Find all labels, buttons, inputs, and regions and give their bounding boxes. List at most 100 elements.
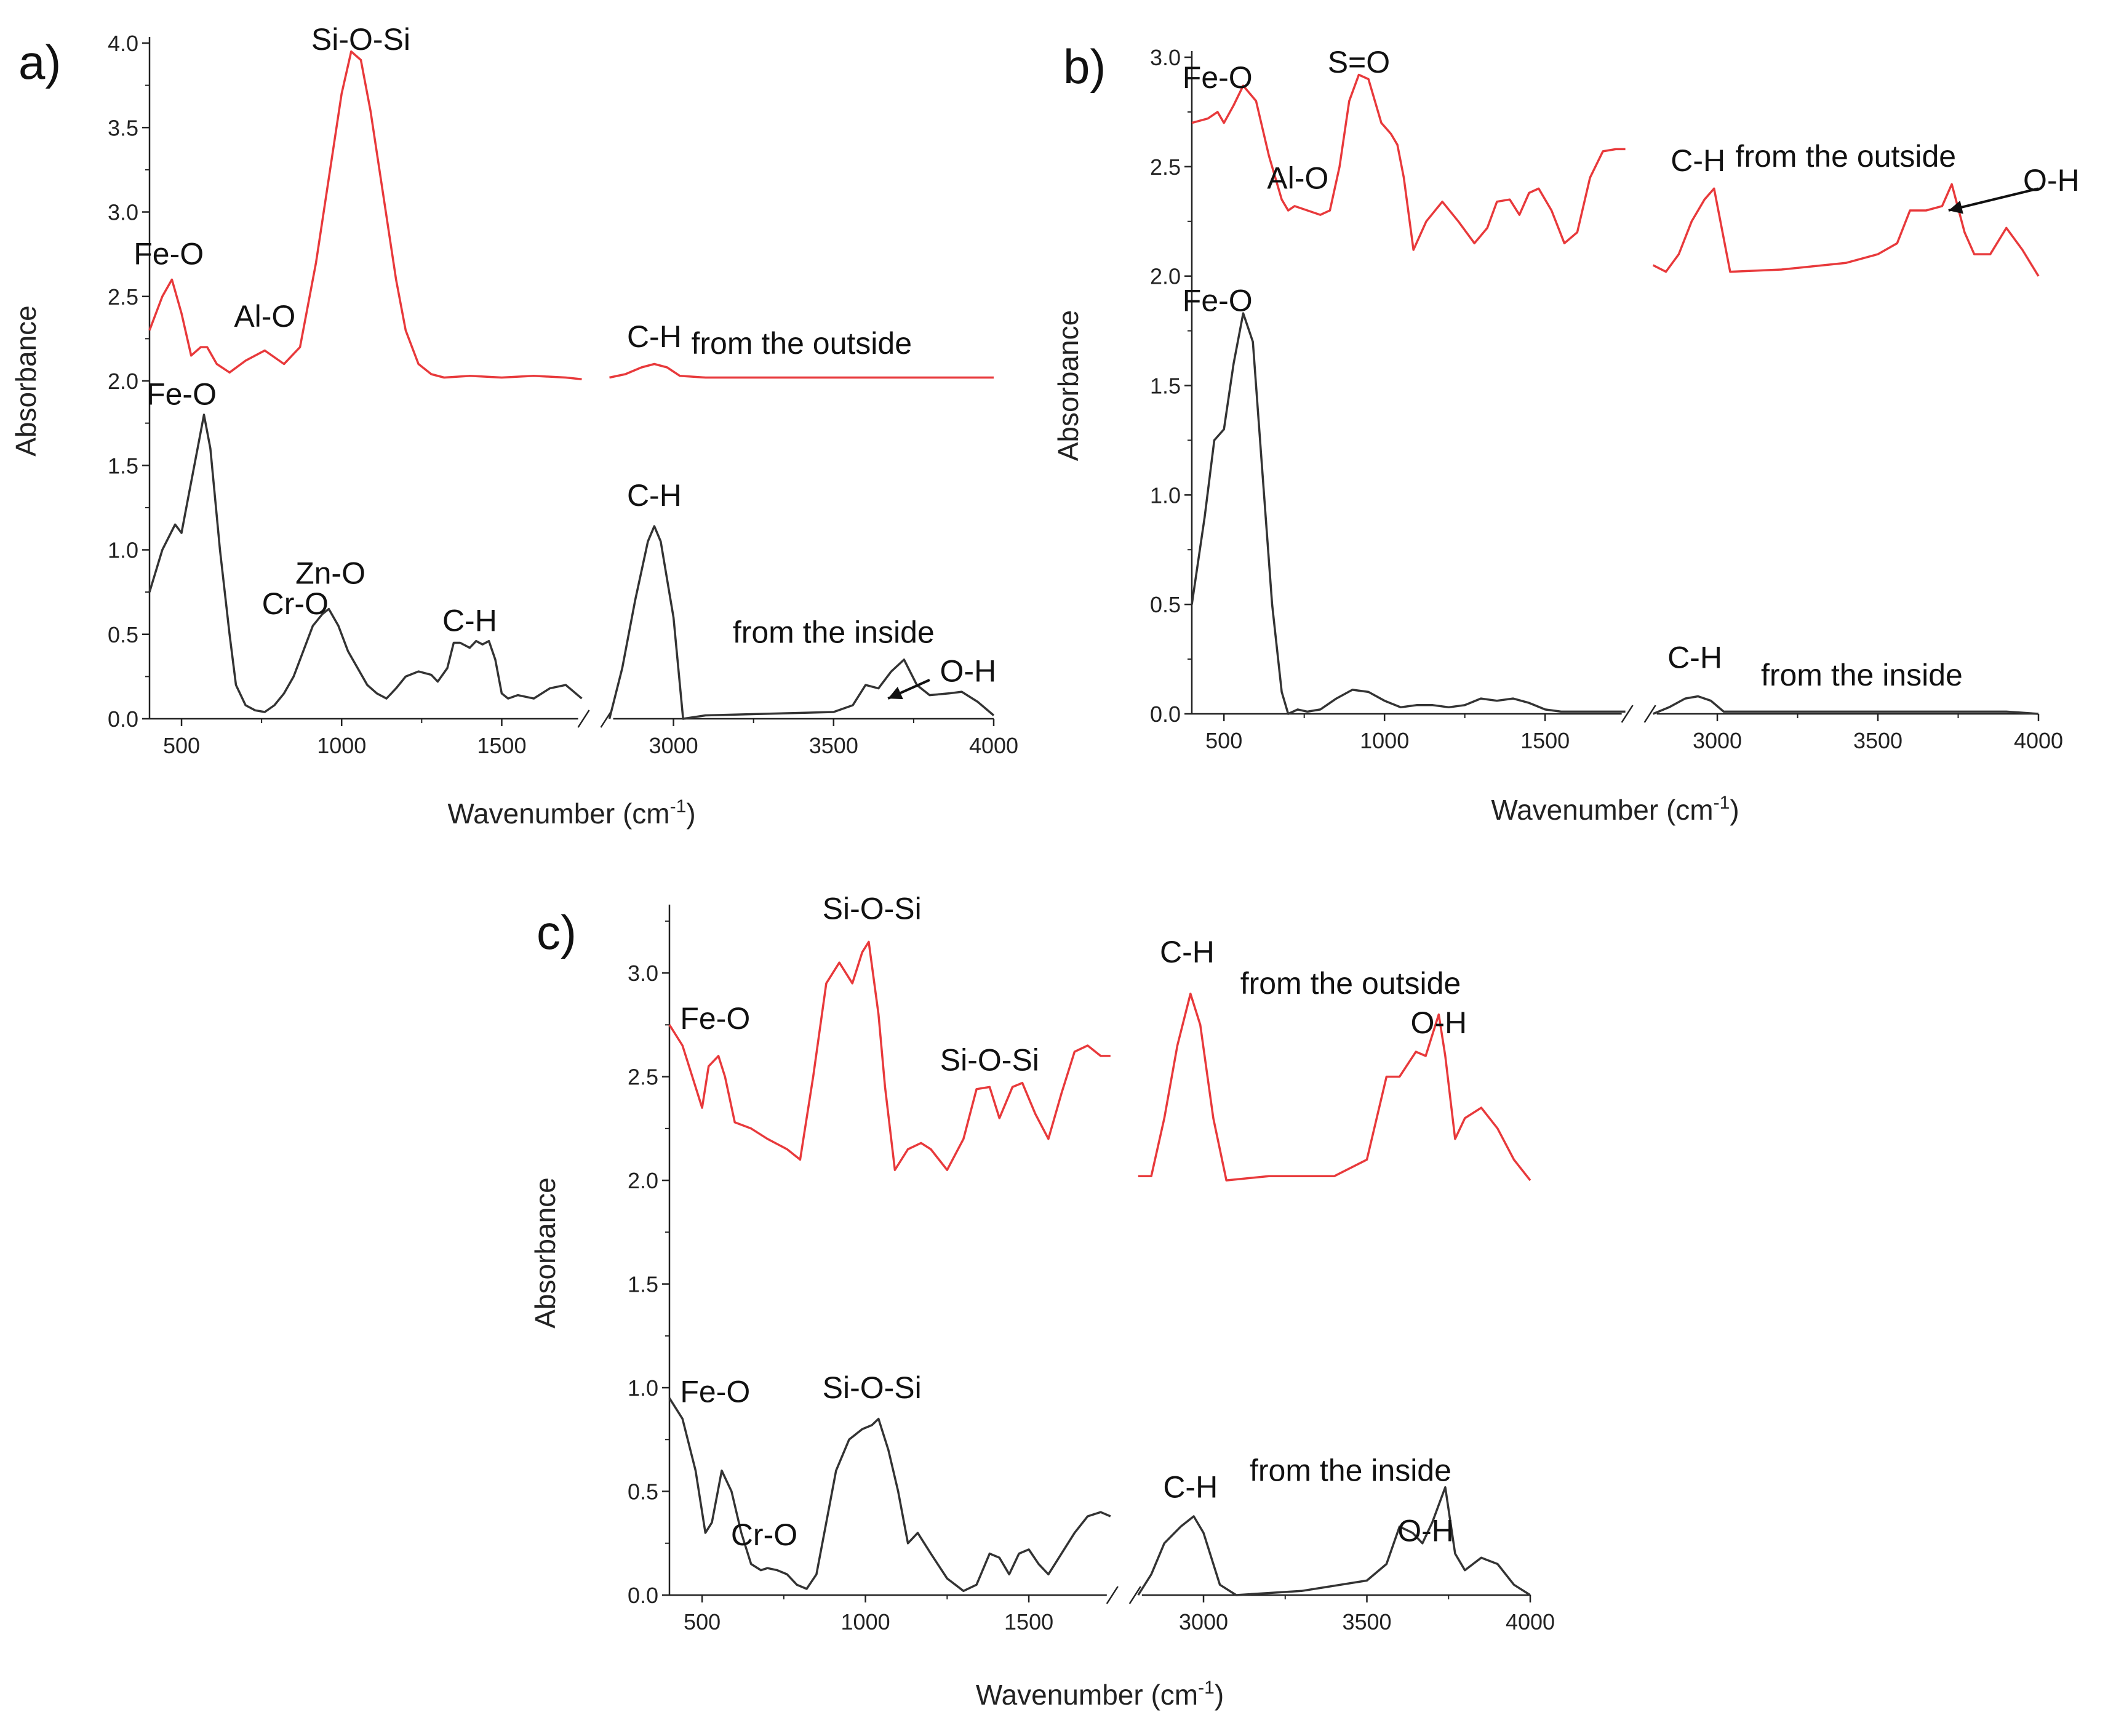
y-tick-label: 3.5 bbox=[108, 115, 138, 140]
peak-annotation: Si-O-Si bbox=[311, 22, 410, 57]
x-tick-label: 3000 bbox=[1179, 1609, 1228, 1634]
series-line-outside-left bbox=[668, 940, 1111, 1171]
series-line-outside-right bbox=[1138, 993, 1531, 1182]
peak-annotation: S=O bbox=[1328, 45, 1390, 79]
y-tick-label: 2.0 bbox=[1150, 264, 1181, 289]
y-tick-label: 2.5 bbox=[628, 1065, 658, 1090]
peak-annotation: from the outside bbox=[691, 326, 912, 361]
x-axis-title-main: Wavenumber (cm bbox=[976, 1679, 1198, 1711]
x-tick-label: 4000 bbox=[2014, 728, 2063, 753]
y-tick-label: 0.0 bbox=[628, 1583, 658, 1608]
x-tick-label: 3500 bbox=[1853, 728, 1902, 753]
x-tick-label: 3000 bbox=[1693, 728, 1742, 753]
x-axis-title-superscript: -1 bbox=[670, 796, 687, 817]
peak-annotation: Fe-O bbox=[1183, 60, 1253, 95]
x-tick-label: 3500 bbox=[1342, 1609, 1391, 1634]
peak-annotation: from the inside bbox=[1761, 658, 1963, 692]
x-tick-label: 1000 bbox=[1360, 728, 1409, 753]
x-tick-label: 500 bbox=[163, 733, 200, 758]
x-tick-label: 1500 bbox=[477, 733, 526, 758]
series-line-inside-left bbox=[148, 414, 583, 713]
peak-annotation: Cr-O bbox=[262, 586, 329, 621]
peak-annotation: C-H bbox=[1667, 640, 1722, 674]
axis-break-mark bbox=[1128, 1586, 1141, 1604]
peak-annotation: from the outside bbox=[1736, 139, 1957, 174]
y-tick-label: 2.5 bbox=[1150, 154, 1181, 180]
x-tick-label: 1500 bbox=[1520, 728, 1570, 753]
peak-annotation: Cr-O bbox=[731, 1518, 797, 1552]
x-axis-title: Wavenumber (cm-1) bbox=[447, 796, 695, 830]
y-tick-label: 3.0 bbox=[1150, 45, 1181, 70]
x-tick-label: 3000 bbox=[649, 733, 698, 758]
y-tick-label: 1.0 bbox=[1150, 482, 1181, 508]
peak-annotation: Si-O-Si bbox=[940, 1042, 1039, 1077]
peak-annotation: Fe-O bbox=[146, 377, 217, 411]
x-axis-title-close: ) bbox=[1215, 1679, 1224, 1711]
x-tick-label: 4000 bbox=[969, 733, 1018, 758]
arrow-shaft bbox=[1948, 187, 2039, 212]
axis-break-mark bbox=[1106, 1586, 1119, 1604]
peak-annotation: Fe-O bbox=[1183, 284, 1253, 318]
y-tick-label: 1.5 bbox=[628, 1272, 658, 1297]
peak-annotation: O-H bbox=[1410, 1006, 1467, 1040]
x-axis-title: Wavenumber (cm-1) bbox=[1491, 793, 1739, 826]
series-line-inside-right bbox=[608, 525, 995, 720]
y-tick-label: 1.0 bbox=[628, 1375, 658, 1401]
y-tick-label: 2.5 bbox=[108, 284, 138, 310]
peak-annotation: Fe-O bbox=[134, 237, 204, 271]
x-tick-label: 4000 bbox=[1506, 1609, 1555, 1634]
arrow-head-icon bbox=[1948, 201, 1963, 214]
peak-annotation: C-H bbox=[627, 478, 682, 513]
peak-annotation: from the inside bbox=[1250, 1454, 1451, 1488]
panel-label: a) bbox=[18, 35, 61, 89]
x-axis-title-superscript: -1 bbox=[1714, 793, 1730, 813]
y-tick-label: 4.0 bbox=[108, 31, 138, 56]
y-tick-label: 0.5 bbox=[1150, 592, 1181, 617]
peak-annotation: Fe-O bbox=[680, 1001, 750, 1036]
y-tick-label: 0.5 bbox=[108, 622, 138, 647]
peak-annotation: C-H bbox=[627, 319, 682, 354]
y-tick-label: 3.0 bbox=[108, 200, 138, 225]
y-tick-label: 2.0 bbox=[108, 369, 138, 394]
y-tick-label: 2.0 bbox=[628, 1168, 658, 1193]
y-tick-label: 1.5 bbox=[1150, 374, 1181, 399]
series-line-inside-left bbox=[1191, 312, 1626, 715]
panel-label: b) bbox=[1063, 39, 1106, 94]
axis-break-mark bbox=[577, 710, 590, 728]
y-axis-title: Absorbance bbox=[1052, 310, 1084, 462]
x-tick-label: 3500 bbox=[809, 733, 858, 758]
x-axis-title-superscript: -1 bbox=[1198, 1678, 1215, 1698]
peak-annotation: Zn-O bbox=[295, 556, 365, 590]
peak-annotation: Al-O bbox=[1267, 161, 1328, 195]
arrow-head-icon bbox=[888, 687, 903, 700]
series-line-outside-left bbox=[1191, 73, 1626, 251]
peak-annotation: O-H bbox=[2023, 163, 2080, 198]
x-tick-label: 1000 bbox=[317, 733, 366, 758]
panel-c: 0.0 0.5 1.0 1.5 2.0 2.5 3.0 500 1000 1500 3000 3500… bbox=[529, 891, 1555, 1711]
series-line-outside-right bbox=[1652, 183, 2040, 277]
peak-annotation: from the inside bbox=[733, 615, 935, 649]
peak-annotation: C-H bbox=[1160, 935, 1215, 969]
y-axis-title: Absorbance bbox=[10, 305, 42, 457]
peak-annotation: Si-O-Si bbox=[823, 891, 922, 926]
peak-annotation: from the outside bbox=[1240, 966, 1461, 1001]
x-axis-title-main: Wavenumber (cm bbox=[1491, 794, 1713, 826]
x-tick-label: 500 bbox=[1205, 728, 1242, 753]
x-tick-label: 1500 bbox=[1004, 1609, 1053, 1634]
panel-label: c) bbox=[537, 905, 577, 959]
series-line-inside-left bbox=[668, 1397, 1111, 1593]
y-axis-title: Absorbance bbox=[529, 1177, 561, 1329]
peak-annotation: Si-O-Si bbox=[823, 1370, 922, 1405]
peak-annotation: C-H bbox=[1163, 1470, 1218, 1505]
y-tick-label: 1.5 bbox=[108, 453, 138, 478]
x-axis-title-close: ) bbox=[686, 798, 695, 830]
y-tick-label: 0.0 bbox=[108, 706, 138, 732]
x-axis-title-close: ) bbox=[1730, 794, 1739, 826]
x-axis-title-main: Wavenumber (cm bbox=[447, 798, 669, 830]
series-line-inside-right bbox=[1137, 1486, 1531, 1596]
y-tick-label: 3.0 bbox=[628, 961, 658, 986]
series-line-outside-right bbox=[609, 362, 994, 379]
peak-annotation: Al-O bbox=[234, 299, 295, 334]
x-axis-title: Wavenumber (cm-1) bbox=[976, 1678, 1224, 1711]
